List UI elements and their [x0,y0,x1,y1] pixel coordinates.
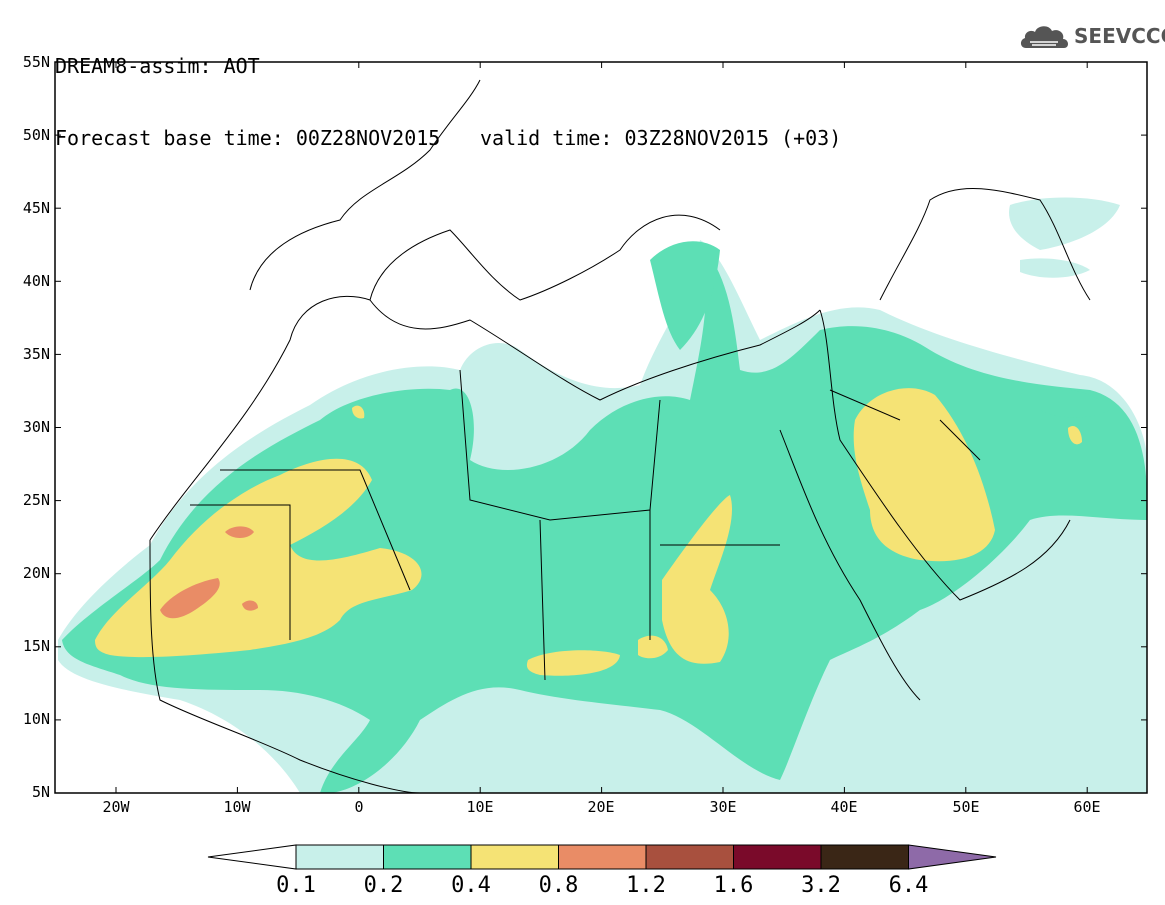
aot-band-0-8 [160,526,258,619]
colorbar-low-arrow [207,844,297,870]
colorbar-label-1-2: 1.2 [626,873,666,898]
map-title: DREAM8-assim: AOT [55,54,260,78]
lat-label-45n: 45N [23,199,50,217]
colorbar-label-0-8: 0.8 [539,873,579,898]
lon-label-20e: 20E [587,798,614,816]
lon-label-20w: 20W [102,798,130,816]
colorbar-high-arrow [908,844,997,870]
longitude-axis: 20W 10W 0 10E 20E 30E 40E 50E 60E [102,62,1101,816]
colorbar-swatch-3 [470,844,559,870]
latitude-axis: 55N 50N 45N 40N 35N 30N 25N 20N 15N 10N … [23,53,1147,801]
lon-label-10w: 10W [223,798,251,816]
colorbar-label-0-1: 0.1 [276,873,316,898]
lon-label-0: 0 [354,798,363,816]
valid-time: valid time: 03Z28NOV2015 (+03) [480,126,842,150]
forecast-base-time: Forecast base time: 00Z28NOV2015 [55,126,441,150]
lon-label-40e: 40E [830,798,857,816]
coastlines [149,79,1091,793]
colorbar-label-6-4: 6.4 [889,873,929,898]
time-line: Forecast base time: 00Z28NOV2015 valid ti… [55,126,841,150]
lon-label-50e: 50E [952,798,979,816]
lat-label-25n: 25N [23,491,50,509]
lat-label-55n: 55N [23,53,50,71]
cloud-icon [1020,26,1069,48]
lon-label-60e: 60E [1073,798,1100,816]
colorbar-label-0-4: 0.4 [451,873,491,898]
colorbar-swatch-1 [295,844,384,870]
colorbar-swatch-7 [820,844,909,870]
lat-label-35n: 35N [23,345,50,363]
lat-label-15n: 15N [23,637,50,655]
colorbar-label-0-2: 0.2 [364,873,404,898]
aot-contours [58,197,1147,793]
lon-label-30e: 30E [709,798,736,816]
aot-band-0-2 [62,241,1147,793]
lat-label-5n: 5N [32,783,50,801]
colorbar-swatch-6 [733,844,822,870]
lat-label-50n: 50N [23,126,50,144]
title-block: DREAM8-assim: AOT Forecast base time: 00… [55,6,841,174]
lat-label-30n: 30N [23,418,50,436]
colorbar-swatch-2 [383,844,472,870]
seevccc-logo: SEEVCCC [1018,22,1165,52]
colorbar-label-1-6: 1.6 [714,873,754,898]
colorbar: 0.1 0.2 0.4 0.8 1.2 1.6 3.2 6.4 [207,844,997,898]
lat-label-20n: 20N [23,564,50,582]
colorbar-label-3-2: 3.2 [801,873,841,898]
lat-label-10n: 10N [23,710,50,728]
lon-label-10e: 10E [466,798,493,816]
logo-text: SEEVCCC [1074,24,1165,48]
colorbar-swatch-5 [645,844,734,870]
lat-label-40n: 40N [23,272,50,290]
colorbar-swatch-4 [558,844,647,870]
